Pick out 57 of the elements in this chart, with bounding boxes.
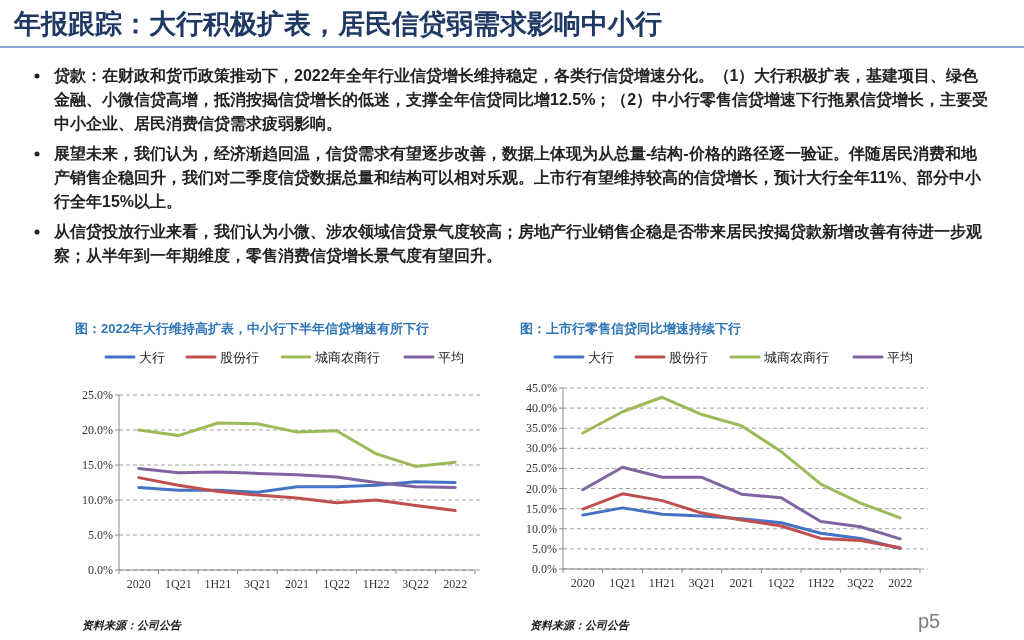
- text: 从信贷投放行业来看，我们认为小微、涉农领域信贷景气度较高；房地产行业销售企稳是否带来居民按揭贷款新增改善有待进一步观察；从半年到一年期维度，零售消费信贷增长景气度有望回升。: [53, 222, 983, 267]
- legend-label: 股份行: [220, 350, 259, 365]
- x-tick-label: 3Q22: [402, 577, 429, 591]
- y-tick-label: 25.0%: [82, 388, 113, 402]
- x-tick-label: 1H21: [648, 576, 676, 590]
- text: 资料来源：公司公告: [530, 618, 629, 633]
- x-tick-label: 2020: [126, 577, 151, 591]
- y-tick-label: 5.0%: [88, 528, 113, 542]
- text: 展望未来，我们认为，经济渐趋回温，信贷需求有望逐步改善，数据上体现为从总量-结构-价格的路径逐一验证。伴随居民消费和地产销售企稳回升，我们对二季度信贷数据总量和结构可以相对乐观。上市行有望维持较高的信贷增长，预计大行全年11%、部分中小行全年15%以上。: [53, 144, 983, 212]
- y-tick-label: 40.0%: [526, 401, 557, 416]
- y-tick-label: 5.0%: [532, 541, 557, 556]
- x-tick-label: 2020: [570, 576, 595, 590]
- legend-label: 股份行: [669, 350, 708, 365]
- chart-title: 图：2022年大行维持高扩表，中小行下半年信贷增速有所下行: [75, 320, 429, 338]
- y-tick-label: 0.0%: [88, 563, 113, 577]
- legend-label: 城商农商行: [763, 350, 829, 365]
- chart-title: 图：上市行零售信贷同比增速持续下行: [520, 320, 741, 338]
- legend-label: 大行: [139, 350, 165, 365]
- x-tick-label: 2021: [285, 577, 309, 591]
- x-tick-label: 2021: [729, 576, 754, 590]
- x-tick-label: 1H22: [807, 576, 835, 590]
- y-tick-label: 0.0%: [532, 562, 557, 576]
- y-tick-label: 45.0%: [526, 381, 557, 395]
- line-series: [137, 476, 457, 512]
- legend-label: 平均: [887, 350, 913, 365]
- legend-label: 城商农商行: [314, 350, 380, 365]
- y-tick-label: 20.0%: [526, 481, 557, 496]
- y-tick-label: 20.0%: [82, 423, 113, 437]
- x-tick-label: 3Q21: [688, 576, 716, 590]
- text: p5: [918, 610, 941, 633]
- y-tick-label: 25.0%: [526, 461, 557, 476]
- line-series: [581, 395, 902, 520]
- x-tick-label: 1Q21: [165, 577, 192, 591]
- text: 贷款：在财政和货币政策推动下，2022年全年行业信贷增长维持稳定，各类行信贷增速分化。（1）大行积极扩表，基建项目、绿色金融、小微信贷高增，抵消按揭信贷增长的低迷，支撑全年信贷同比增12.5%；（2）中小行零售信贷增速下行拖累信贷增长，主要受中小企业、居民消费信贷需求疲弱影响。: [53, 66, 990, 135]
- x-tick-label: 3Q22: [847, 576, 874, 590]
- x-tick-label: 1H22: [362, 577, 390, 591]
- x-tick-label: 1Q22: [767, 576, 795, 590]
- text: 年报跟踪：大行积极扩表，居民信贷弱需求影响中小行: [14, 8, 662, 41]
- y-tick-label: 15.0%: [526, 501, 557, 516]
- y-tick-label: 10.0%: [526, 521, 557, 536]
- y-tick-label: 35.0%: [526, 421, 557, 436]
- x-tick-label: 1Q22: [323, 577, 350, 591]
- text: 资料来源：公司公告: [82, 618, 181, 633]
- line-series: [581, 465, 902, 541]
- x-tick-label: 2022: [443, 577, 468, 591]
- x-tick-label: 1Q21: [609, 576, 636, 590]
- line-series: [581, 492, 902, 550]
- legend-label: 平均: [438, 350, 464, 365]
- line-series: [137, 467, 457, 489]
- x-tick-label: 1H21: [204, 577, 232, 591]
- legend-label: 大行: [588, 350, 614, 365]
- y-tick-label: 30.0%: [526, 441, 557, 456]
- x-tick-label: 2022: [888, 576, 913, 590]
- y-tick-label: 15.0%: [82, 458, 113, 472]
- y-tick-label: 10.0%: [82, 493, 113, 507]
- x-tick-label: 3Q21: [244, 577, 271, 591]
- line-series: [137, 421, 457, 468]
